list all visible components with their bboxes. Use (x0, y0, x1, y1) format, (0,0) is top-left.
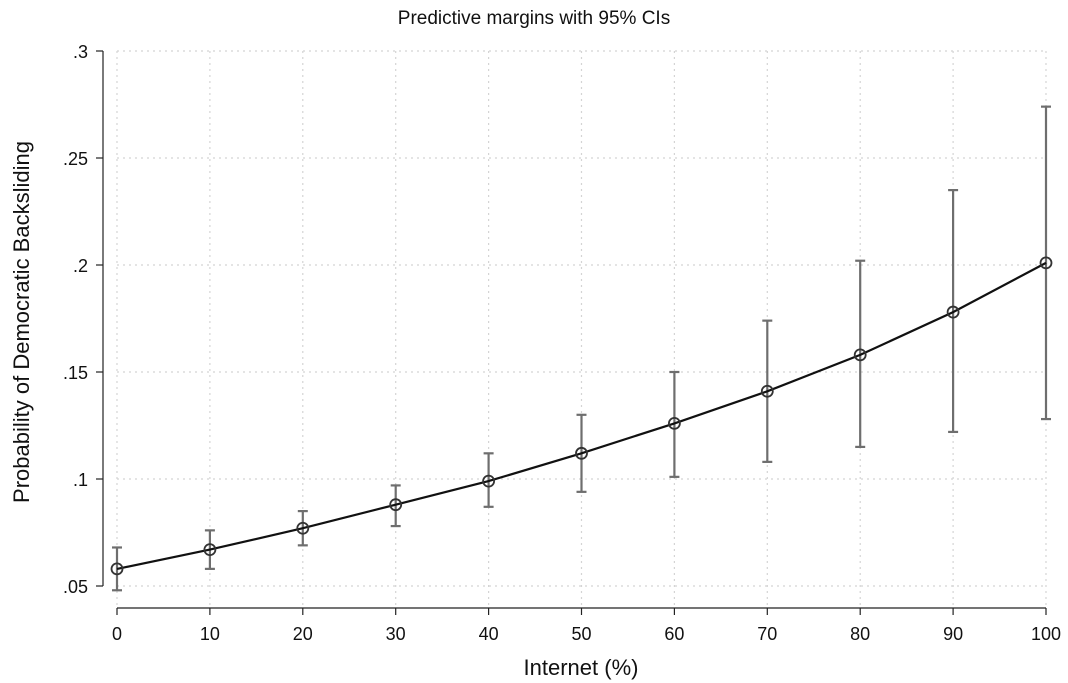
x-tick-label: 90 (943, 624, 963, 644)
point-markers (110, 256, 1053, 576)
y-tick-label: .2 (73, 256, 88, 276)
x-axis-title: Internet (%) (524, 655, 639, 680)
x-tick-label: 50 (571, 624, 591, 644)
data-point (389, 498, 403, 512)
data-point (203, 543, 217, 557)
data-point (668, 416, 681, 430)
y-tick-label: .15 (63, 363, 88, 383)
x-tick-label: 30 (386, 624, 406, 644)
x-tick-label: 0 (112, 624, 122, 644)
y-tick-label: .1 (73, 470, 88, 490)
series-line (116, 261, 1047, 570)
data-point (760, 384, 774, 398)
y-tick-label: .05 (63, 577, 88, 597)
confidence-intervals (112, 105, 1051, 592)
data-point (110, 562, 124, 576)
data-point (296, 521, 310, 535)
x-tick-label: 100 (1031, 624, 1061, 644)
ci-bar (1041, 105, 1051, 421)
x-tick-label: 80 (850, 624, 870, 644)
x-tick-label: 70 (757, 624, 777, 644)
data-point (482, 474, 496, 488)
y-tick-label: .25 (63, 149, 88, 169)
data-point (946, 305, 960, 319)
y-axis-title: Probability of Democratic Backsliding (9, 141, 34, 503)
data-point (575, 446, 588, 460)
x-tick-label: 10 (200, 624, 220, 644)
axes: .05 .1 .15 .2 .25 .3 0 10 20 30 40 50 60 70 80 90 100 (63, 42, 1061, 644)
chart-title: Predictive margins with 95% CIs (398, 8, 670, 29)
x-tick-label: 20 (293, 624, 313, 644)
y-tick-label: .3 (73, 42, 88, 62)
data-point (1039, 256, 1053, 270)
grid-lines (116, 50, 1047, 608)
x-tick-label: 40 (479, 624, 499, 644)
data-point (853, 348, 867, 362)
fitted-line (116, 261, 1047, 570)
x-tick-label: 60 (664, 624, 684, 644)
